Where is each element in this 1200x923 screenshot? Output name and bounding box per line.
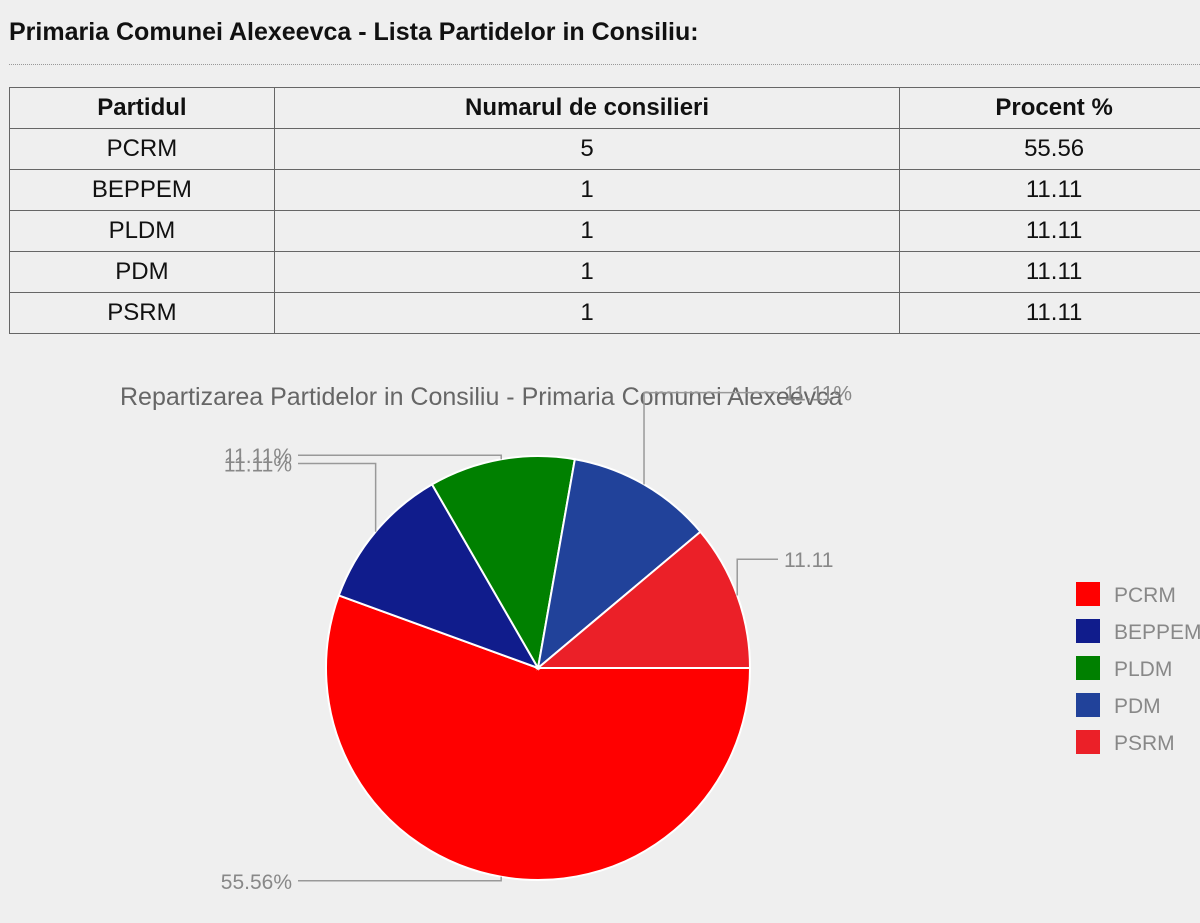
percent-cell: 11.11 (899, 169, 1200, 211)
slice-label-leaders (298, 391, 778, 882)
party-cell: PCRM (9, 128, 275, 170)
party-cell: PDM (9, 251, 275, 293)
slice-labels: 55.56%11.11%11.11%11.11%11.11 (221, 383, 852, 894)
pie-slice-pcrm (325, 594, 752, 881)
percent-cell: 11.11 (899, 292, 1200, 334)
pie-slice-pdm (536, 458, 702, 671)
legend-label: PLDM (1114, 658, 1172, 681)
councillors-cell: 1 (273, 169, 901, 211)
legend-swatch (1076, 582, 1100, 606)
table-row: BEPPEM 1 11.11 (9, 169, 1200, 211)
column-header-party: Partidul (9, 87, 275, 129)
legend-label: PSRM (1114, 732, 1175, 755)
slice-label: 11.11% (784, 383, 852, 406)
table-row: PCRM 5 55.56 (9, 128, 1200, 170)
legend-item: BEPPEM (1076, 619, 1200, 644)
councillors-cell: 1 (273, 251, 901, 293)
slice-label: 11.11 (784, 549, 833, 572)
title-divider (9, 64, 1200, 65)
legend-swatch (1076, 730, 1100, 754)
chart-title: Repartizarea Partidelor in Consiliu - Pr… (120, 383, 843, 411)
table-row: PDM 1 11.11 (9, 251, 1200, 293)
slice-leader-line (643, 391, 778, 485)
slice-leader-line (298, 462, 377, 532)
slice-label: 11.11% (224, 445, 292, 468)
column-header-councillors: Numarul de consilieri (273, 87, 901, 129)
pie-chart: Repartizarea Partidelor in Consiliu - Pr… (120, 383, 1200, 894)
page-title: Primaria Comunei Alexeevca - Lista Parti… (9, 18, 699, 46)
slice-leader-line (736, 558, 778, 596)
councillors-cell: 1 (273, 210, 901, 252)
table-header-row: Partidul Numarul de consilieri Procent % (9, 87, 1200, 129)
parties-table: Partidul Numarul de consilieri Procent %… (9, 87, 1200, 334)
slice-label: 11.11% (224, 454, 292, 477)
slice-leader-line (298, 876, 502, 882)
councillors-cell: 5 (273, 128, 901, 170)
legend-label: PDM (1114, 695, 1161, 718)
legend-label: BEPPEM (1114, 621, 1200, 644)
slice-leader-line (298, 454, 502, 460)
pie-slices (325, 455, 752, 881)
pie-slice-psrm (535, 530, 752, 669)
column-header-percent: Procent % (899, 87, 1200, 129)
table-row: PLDM 1 11.11 (9, 210, 1200, 252)
legend-item: PCRM (1076, 582, 1176, 607)
legend-item: PSRM (1076, 730, 1175, 755)
legend-label: PCRM (1114, 584, 1176, 607)
councillors-cell: 1 (273, 292, 901, 334)
percent-cell: 11.11 (899, 251, 1200, 293)
percent-cell: 55.56 (899, 128, 1200, 170)
chart-legend: PCRM BEPPEM PLDM PDM PSRM (1076, 582, 1200, 755)
legend-swatch (1076, 656, 1100, 680)
party-cell: PSRM (9, 292, 275, 334)
party-cell: PLDM (9, 210, 275, 252)
slice-label: 55.56% (221, 871, 292, 894)
party-cell: BEPPEM (9, 169, 275, 211)
legend-item: PLDM (1076, 656, 1172, 681)
legend-swatch (1076, 619, 1100, 643)
percent-cell: 11.11 (899, 210, 1200, 252)
legend-item: PDM (1076, 693, 1161, 718)
legend-swatch (1076, 693, 1100, 717)
pie-slice-pldm (430, 455, 577, 671)
pie-slice-beppem (337, 483, 541, 670)
table-row: PSRM 1 11.11 (9, 292, 1200, 334)
